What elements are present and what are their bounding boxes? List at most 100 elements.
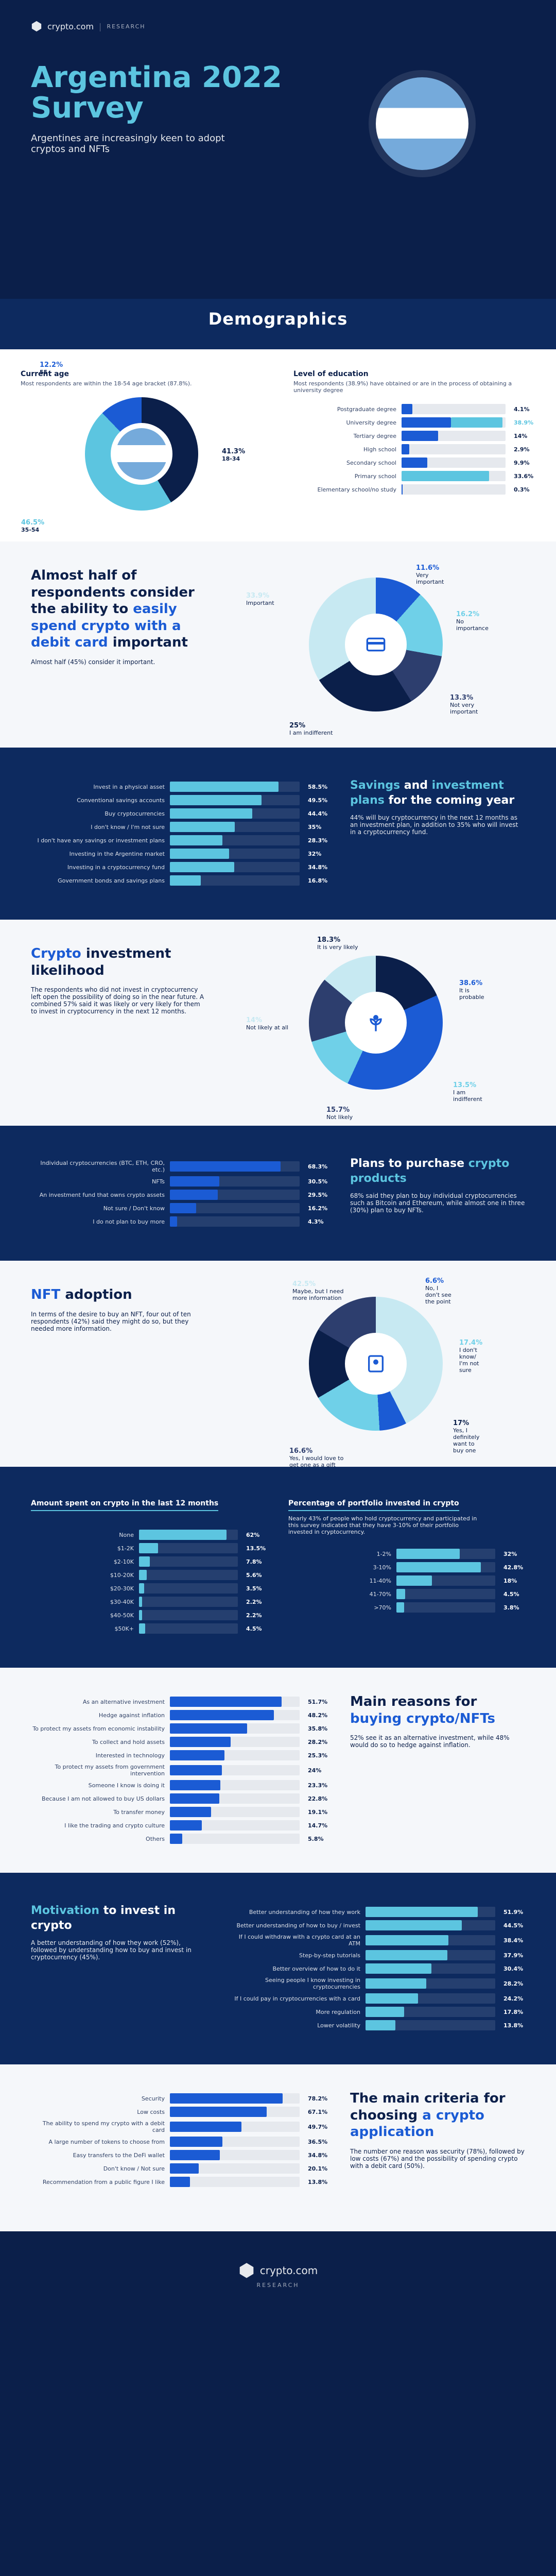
bar-row: $1-2K13.5%: [31, 1543, 268, 1553]
edu-sub: Most respondents (38.9%) have obtained o…: [293, 380, 535, 394]
chart-legend-item: 13.5%I am indifferent: [453, 1081, 482, 1103]
chart-legend-item: 6.6%No, I don't see the point: [425, 1277, 453, 1305]
debit-donut-chart: 11.6%Very important16.2%No importance13.…: [299, 567, 453, 722]
bar-row: To transfer money19.1%: [31, 1807, 329, 1817]
page-subtitle: Argentines are increasingly keen to adop…: [31, 133, 237, 155]
bar-row: 11-40%18%: [288, 1575, 525, 1586]
section-likelihood: Crypto investment likelihood The respond…: [0, 920, 556, 1126]
bar-row: If I could pay in cryptocurrencies with …: [227, 1993, 525, 2004]
bar-row: Step-by-step tutorials37.9%: [227, 1950, 525, 1960]
bar-row: Because I am not allowed to buy US dolla…: [31, 1793, 329, 1804]
hero-header: crypto.com | RESEARCH Argentina 2022 Sur…: [0, 0, 556, 268]
plans-bar-chart: Individual cryptocurrencies (BTC, ETH, C…: [31, 1157, 329, 1230]
bar-row: Better overview of how to do it30.4%: [227, 1963, 525, 1974]
crypto-com-logo-icon: [31, 21, 42, 32]
bar-row: 3-10%42.8%: [288, 1562, 525, 1572]
reasons-bar-chart: As an alternative investment51.7%Hedge a…: [31, 1693, 329, 1847]
savings-bar-chart: Invest in a physical asset58.5%Conventio…: [31, 778, 329, 889]
chart-legend-item: 17.4%I don't know/ I'm not sure: [459, 1339, 482, 1374]
nft-heading: NFT adoption: [31, 1286, 206, 1303]
debit-heading: Almost half of respondents consider the …: [31, 567, 206, 651]
chart-legend-item: 18.3%It is very likely: [317, 936, 358, 951]
reasons-body: 52% see it as an alternative investment,…: [350, 1734, 525, 1749]
likelihood-donut-chart: 18.3%It is very likely38.6%It is probabl…: [299, 945, 453, 1100]
chart-legend-item: 16.2%No importance: [456, 611, 489, 632]
bar-row: Individual cryptocurrencies (BTC, ETH, C…: [31, 1160, 329, 1173]
brand-section: RESEARCH: [107, 23, 145, 30]
bar-row: Secondary school9.9%: [293, 457, 535, 468]
crypto-com-logo-icon: [238, 2262, 255, 2279]
bar-row: Don't know / Not sure20.1%: [31, 2163, 329, 2174]
bar-row: If I could withdraw with a crypto card a…: [227, 1934, 525, 1947]
bg-decoration: [0, 0, 154, 77]
bar-row: $10-20K5.6%: [31, 1570, 268, 1580]
savings-heading: Savings and investment plans for the com…: [350, 778, 525, 808]
bar-row: Lower volatility13.8%: [227, 2020, 525, 2030]
education-bar-chart: Postgraduate degree4.1% University degree…: [293, 404, 535, 495]
chart-legend-item: 38.6%It is probable: [459, 979, 484, 1001]
section-purchase-plans: Individual cryptocurrencies (BTC, ETH, C…: [0, 1126, 556, 1261]
nft-donut-chart: 42.5%Maybe, but I need more information6…: [299, 1286, 453, 1441]
savings-body: 44% will buy cryptocurrency in the next …: [350, 814, 525, 836]
section-motivation: Motivation to invest in crypto A better …: [0, 1873, 556, 2064]
growth-plant-icon: [366, 1012, 386, 1033]
bar-row: Easy transfers to the DeFi wallet34.8%: [31, 2150, 329, 2160]
brand-bar: crypto.com | RESEARCH: [31, 21, 525, 32]
bar-row: Buy cryptocurrencies44.4%: [31, 808, 329, 819]
chart-legend-item: 25%I am indifferent: [289, 722, 333, 736]
bar-row: Government bonds and savings plans16.8%: [31, 875, 329, 886]
bar-row: Postgraduate degree4.1%: [293, 404, 535, 414]
bar-row: $40-50K2.2%: [31, 1610, 268, 1620]
page-footer: crypto.com RESEARCH: [0, 2231, 556, 2330]
likelihood-body: The respondents who did not invest in cr…: [31, 986, 206, 1015]
nft-frame-icon: [366, 1353, 386, 1374]
section-nft-adoption: NFT adoption In terms of the desire to b…: [0, 1261, 556, 1467]
bar-row: The ability to spend my crypto with a de…: [31, 2120, 329, 2133]
bar-row: To protect my assets from economic insta…: [31, 1723, 329, 1734]
demographics-age: Current age Most respondents are within …: [21, 370, 263, 511]
bar-row: Someone I know is doing it23.3%: [31, 1780, 329, 1790]
portfolio-title: Percentage of portfolio invested in cryp…: [288, 1499, 459, 1511]
demographics-education: Level of education Most respondents (38.…: [293, 370, 535, 498]
bar-row: Invest in a physical asset58.5%: [31, 782, 329, 792]
bar-row: University degree38.9%: [293, 417, 535, 428]
section-reasons: As an alternative investment51.7%Hedge a…: [0, 1668, 556, 1873]
amount-title: Amount spent on crypto in the last 12 mo…: [31, 1499, 218, 1511]
footer-section: RESEARCH: [0, 2282, 556, 2289]
bar-row: Interested in technology25.3%: [31, 1750, 329, 1760]
bar-row: I do not plan to buy more4.3%: [31, 1216, 329, 1227]
bar-row: A large number of tokens to choose from3…: [31, 2137, 329, 2147]
plans-body: 68% said they plan to buy individual cry…: [350, 1192, 525, 1214]
chart-legend-item: 46.5%35-54: [21, 519, 44, 533]
chart-legend-item: 16.6%Yes, I would love to get one as a g…: [289, 1447, 351, 1468]
bar-row: Recommendation from a public figure I li…: [31, 2177, 329, 2187]
bar-row: $2-10K7.8%: [31, 1556, 268, 1567]
bar-row: 1-2%32%: [288, 1549, 525, 1559]
chart-legend-item: 11.6%Very important: [416, 564, 453, 585]
section-demographics: Demographics Current age Most respondent…: [0, 299, 556, 541]
section-savings-plans: Invest in a physical asset58.5%Conventio…: [0, 748, 556, 920]
portfolio-bar-chart: 1-2%32%3-10%42.8%11-40%18%41-70%4.5%>70%…: [288, 1549, 525, 1613]
bar-row: Tertiary degree14%: [293, 431, 535, 441]
chart-legend-item: 41.3%18-34: [222, 448, 245, 462]
plans-heading: Plans to purchase crypto products: [350, 1157, 525, 1186]
bar-row: High school2.9%: [293, 444, 535, 454]
bar-row: Others5.8%: [31, 1834, 329, 1844]
edu-head: Level of education: [293, 370, 535, 378]
brand-divider: |: [99, 22, 101, 31]
bar-row: Investing in a cryptocurrency fund34.8%: [31, 862, 329, 872]
bar-row: Not sure / Don't know16.2%: [31, 1203, 329, 1213]
chart-legend-item: 14%Not likely at all: [246, 1016, 288, 1031]
section-amount-portfolio: Amount spent on crypto in the last 12 mo…: [0, 1467, 556, 1668]
brand-name: crypto.com: [47, 22, 94, 31]
bar-row: Better understanding of how they work51.…: [227, 1907, 525, 1917]
bar-row: As an alternative investment51.7%: [31, 1697, 329, 1707]
age-pie-chart: 41.3%18-3446.5%35-5412.2%55+: [85, 397, 198, 511]
portfolio-sub: Nearly 43% of people who hold cryptocurr…: [288, 1515, 484, 1535]
bar-row: Better understanding of how to buy / inv…: [227, 1920, 525, 1930]
footer-brand-name: crypto.com: [260, 2264, 318, 2277]
bar-row: More regulation17.8%: [227, 2007, 525, 2017]
bar-row: I like the trading and crypto culture14.…: [31, 1820, 329, 1831]
motivation-heading: Motivation to invest in crypto: [31, 1904, 206, 1933]
bar-row: None62%: [31, 1530, 268, 1540]
